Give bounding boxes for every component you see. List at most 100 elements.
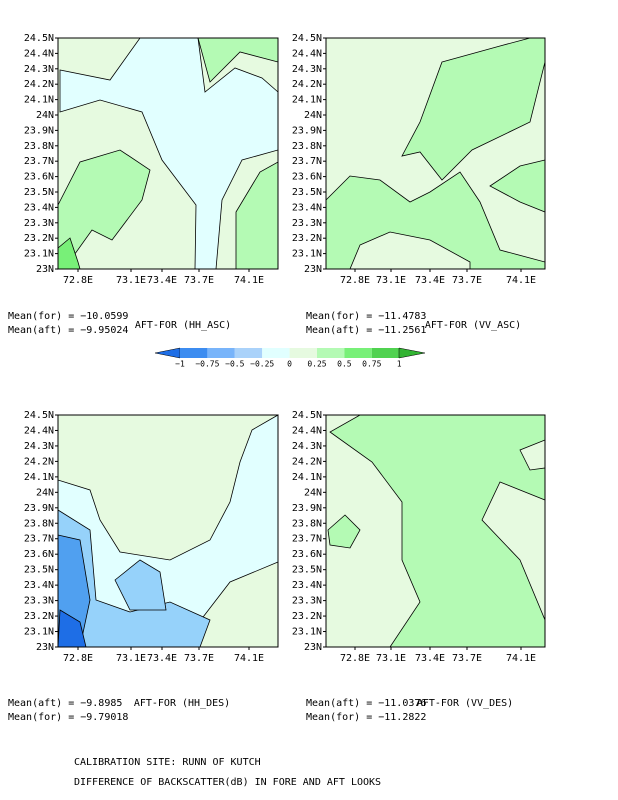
y-tick-label: 24.1N	[292, 472, 322, 483]
x-tick-label: 73.1E	[376, 653, 406, 664]
y-tick-label: 23.6N	[24, 172, 54, 183]
y-tick-label: 23.1N	[24, 249, 54, 260]
y-tick-label: 23.1N	[24, 627, 54, 638]
y-tick-label: 24N	[36, 487, 54, 498]
contour-map	[57, 414, 279, 648]
y-tick-label: 23.2N	[24, 611, 54, 622]
x-tick-label: 73.7E	[452, 653, 482, 664]
footer-text: CALIBRATION SITE: RUNN OF KUTCH	[74, 757, 261, 768]
y-tick-label: 23.9N	[24, 503, 54, 514]
y-tick-label: 24.4N	[24, 48, 54, 59]
x-tick-label: 72.8E	[340, 275, 370, 286]
y-tick-label: 24.3N	[24, 441, 54, 452]
y-tick-label: 23.5N	[292, 565, 322, 576]
x-tick-label: 73.1E	[116, 275, 146, 286]
y-tick-label: 23.5N	[24, 565, 54, 576]
colorbar-label: 1	[397, 360, 402, 369]
x-tick-label: 73.7E	[184, 653, 214, 664]
contour-map	[325, 414, 546, 648]
y-tick-label: 23N	[304, 642, 322, 653]
y-tick-label: 24.2N	[24, 456, 54, 467]
colorbar-label: −1	[175, 360, 185, 369]
y-tick-label: 23.2N	[24, 233, 54, 244]
y-tick-label: 23.3N	[292, 218, 322, 229]
y-tick-label: 23.8N	[292, 518, 322, 529]
x-tick-label: 73.4E	[415, 275, 445, 286]
panel-title: AFT-FOR (VV_ASC)	[425, 320, 521, 331]
y-tick-label: 23.4N	[292, 202, 322, 213]
x-tick-label: 73.4E	[147, 275, 177, 286]
y-tick-label: 23.9N	[24, 125, 54, 136]
y-tick-label: 23.4N	[24, 580, 54, 591]
x-tick-label: 73.7E	[184, 275, 214, 286]
y-tick-label: 24.4N	[292, 48, 322, 59]
y-tick-label: 23.3N	[24, 218, 54, 229]
x-tick-label: 72.8E	[340, 653, 370, 664]
colorbar-label: −0.75	[195, 360, 219, 369]
y-tick-label: 23.2N	[292, 611, 322, 622]
y-tick-label: 24.5N	[24, 410, 54, 421]
mean-stat: Mean(aft) = −11.0376	[306, 698, 426, 709]
colorbar: −1 −0.75 −0.5 −0.25 0 0.25 0.5 0.75 1	[154, 347, 426, 369]
mean-stat: Mean(aft) = −9.95024	[8, 325, 128, 336]
x-tick-label: 74.1E	[506, 653, 536, 664]
panel-title: AFT-FOR (HH_ASC)	[135, 320, 231, 331]
y-tick-label: 23.7N	[292, 534, 322, 545]
y-tick-label: 23.5N	[24, 187, 54, 198]
mean-stat: Mean(for) = −11.2822	[306, 712, 426, 723]
x-tick-label: 72.8E	[63, 275, 93, 286]
y-tick-label: 24.5N	[24, 33, 54, 44]
y-tick-label: 24.2N	[292, 456, 322, 467]
mean-stat: Mean(for) = −10.0599	[8, 311, 128, 322]
y-tick-label: 24.1N	[24, 95, 54, 106]
y-tick-label: 23.6N	[24, 549, 54, 560]
mean-stat: Mean(aft) = −11.2561	[306, 325, 426, 336]
y-tick-label: 23.6N	[292, 549, 322, 560]
x-tick-label: 73.4E	[415, 653, 445, 664]
y-tick-label: 23N	[304, 264, 322, 275]
y-tick-label: 23.4N	[24, 202, 54, 213]
y-tick-label: 24.2N	[24, 79, 54, 90]
contour-map	[57, 37, 279, 270]
panel-title: AFT-FOR (VV_DES)	[417, 698, 513, 709]
y-tick-label: 23.8N	[24, 518, 54, 529]
y-tick-label: 23.3N	[24, 596, 54, 607]
y-tick-label: 24.4N	[24, 425, 54, 436]
y-tick-label: 23.2N	[292, 233, 322, 244]
colorbar-label: −0.5	[225, 360, 244, 369]
y-tick-label: 23.1N	[292, 627, 322, 638]
x-tick-label: 72.8E	[63, 653, 93, 664]
footer-text: DIFFERENCE OF BACKSCATTER(dB) IN FORE AN…	[74, 777, 381, 788]
y-tick-label: 24.3N	[292, 441, 322, 452]
y-tick-label: 23N	[36, 264, 54, 275]
x-tick-label: 73.4E	[147, 653, 177, 664]
contour-map	[325, 37, 546, 270]
y-tick-label: 23.8N	[24, 141, 54, 152]
y-tick-label: 23.1N	[292, 249, 322, 260]
y-tick-label: 24N	[36, 110, 54, 121]
y-tick-label: 24N	[304, 110, 322, 121]
panel-title: AFT-FOR (HH_DES)	[134, 698, 230, 709]
colorbar-label: 0	[287, 360, 292, 369]
mean-stat: Mean(for) = −9.79018	[8, 712, 128, 723]
y-tick-label: 24.3N	[292, 64, 322, 75]
y-tick-label: 23.4N	[292, 580, 322, 591]
y-tick-label: 24.4N	[292, 425, 322, 436]
y-tick-label: 23.3N	[292, 596, 322, 607]
x-tick-label: 74.1E	[234, 653, 264, 664]
colorbar-label: −0.25	[250, 360, 274, 369]
y-tick-label: 24.1N	[24, 472, 54, 483]
y-tick-label: 24.2N	[292, 79, 322, 90]
y-tick-label: 23.5N	[292, 187, 322, 198]
y-tick-label: 23.7N	[24, 534, 54, 545]
colorbar-label: 0.75	[362, 360, 381, 369]
y-tick-label: 24.5N	[292, 33, 322, 44]
x-tick-label: 74.1E	[234, 275, 264, 286]
y-tick-label: 24.1N	[292, 95, 322, 106]
y-tick-label: 23.8N	[292, 141, 322, 152]
x-tick-label: 73.1E	[116, 653, 146, 664]
colorbar-label: 0.25	[307, 360, 326, 369]
mean-stat: Mean(for) = −11.4783	[306, 311, 426, 322]
y-tick-label: 23.9N	[292, 503, 322, 514]
